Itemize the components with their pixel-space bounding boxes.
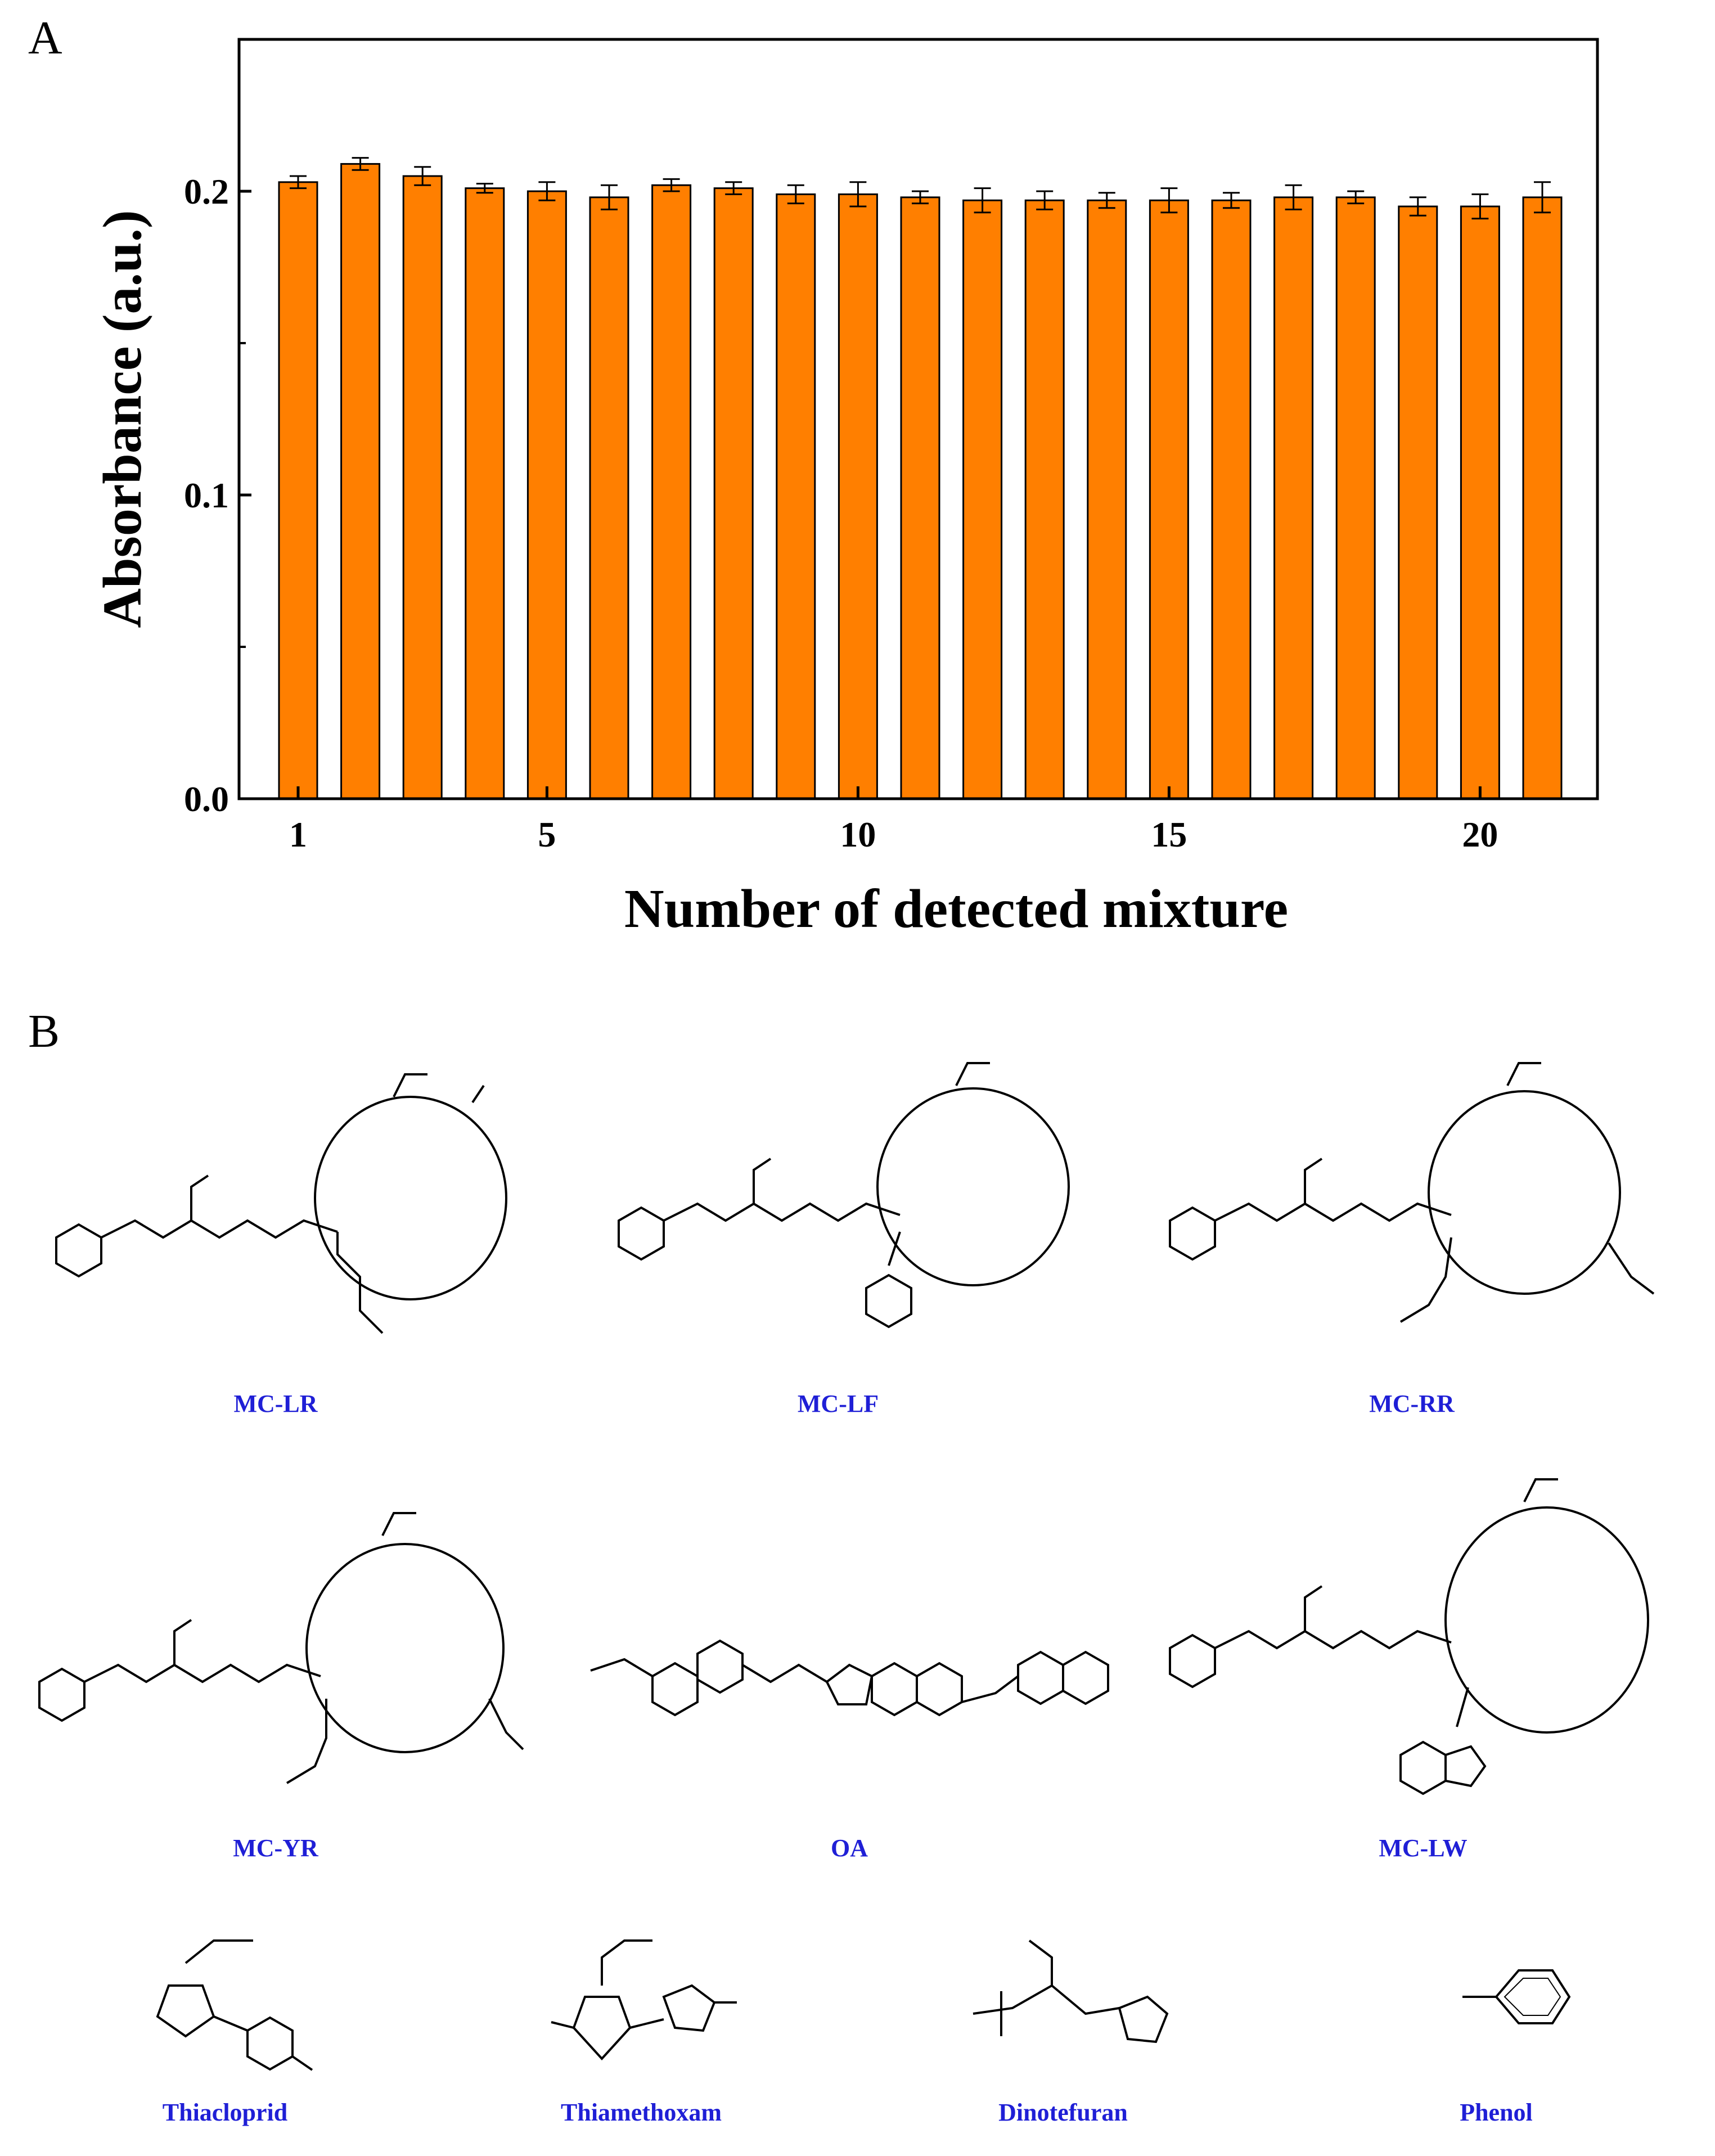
compound-name: Thiamethoxam: [561, 2099, 722, 2126]
bar: [1335, 196, 1376, 800]
bar: [1024, 199, 1065, 800]
y-axis: 0.0 0.1 0.2: [184, 172, 251, 819]
y-axis-label: Absorbance (a.u.): [92, 210, 153, 628]
compound-dinotefuran: Dinotefuran: [945, 1924, 1181, 2127]
bar: [1273, 196, 1314, 800]
compound-mc-yr: MC-YR: [11, 1496, 540, 1862]
compound-name: Phenol: [1460, 2099, 1533, 2126]
bar: [1460, 205, 1500, 800]
bar-chart: A 0.00.10.2 1 5 10 15 20 Absorbance (a.u.) N…: [28, 12, 1599, 939]
bar: [402, 175, 443, 800]
bar: [900, 196, 940, 800]
compound-mc-rr: MC-RR: [1136, 1052, 1687, 1418]
y-tick-label: 0.1: [184, 475, 229, 515]
mc-lw-structure: [1169, 1478, 1649, 1795]
x-tick-label: 5: [538, 814, 556, 854]
bar: [776, 193, 816, 800]
bar: [465, 187, 505, 800]
panel-b-label: B: [28, 1005, 60, 1057]
y-tick-label: 0.2: [184, 172, 229, 211]
thiacloprid-structure: [156, 1939, 313, 2071]
bar: [1149, 199, 1189, 800]
compound-name: MC-LF: [797, 1390, 879, 1417]
plot-frame: [237, 38, 1599, 800]
compound-name: MC-LW: [1379, 1834, 1468, 1862]
bar: [278, 181, 318, 800]
compound-name: Dinotefuran: [998, 2099, 1128, 2126]
compound-mc-lf: MC-LF: [574, 1052, 1102, 1418]
bar: [589, 196, 629, 800]
panel-a-label: A: [28, 12, 62, 64]
bars-group: [278, 157, 1563, 800]
compound-name: Thiacloprid: [162, 2099, 288, 2126]
bar: [1522, 196, 1563, 800]
mc-yr-structure: [38, 1512, 524, 1784]
bar: [1398, 205, 1438, 800]
compound-mc-lr: MC-LR: [11, 1052, 540, 1418]
y-tick-label: 0.0: [184, 779, 229, 819]
bar: [340, 163, 381, 800]
compound-name: MC-RR: [1369, 1390, 1455, 1417]
mc-rr-structure: [1169, 1062, 1655, 1323]
compound-name: OA: [831, 1834, 868, 1862]
bar: [651, 184, 692, 800]
x-tick-label: 15: [1151, 814, 1187, 854]
compound-name: MC-YR: [233, 1834, 318, 1862]
thiamethoxam-structure: [551, 1939, 737, 2060]
bar: [1211, 199, 1252, 800]
mc-lf-structure: [618, 1062, 1070, 1329]
compound-oa: OA: [562, 1496, 1136, 1862]
x-axis: 1 5 10 15 20: [289, 786, 1498, 854]
x-tick-label: 10: [840, 814, 876, 854]
x-axis-label: Number of detected mixture: [624, 879, 1288, 939]
oa-structure: [590, 1639, 1109, 1717]
x-tick-label: 1: [289, 814, 307, 854]
bar: [1087, 199, 1127, 800]
compound-thiacloprid: Thiacloprid: [112, 1924, 337, 2127]
dinotefuran-structure: [973, 1939, 1169, 2044]
mc-lr-structure: [55, 1073, 507, 1334]
compound-phenol: Phenol: [1384, 1924, 1609, 2127]
bar: [526, 190, 567, 800]
panel-b: B MC-LR: [0, 1001, 1715, 2156]
phenol-structure: [1462, 1969, 1571, 2024]
bar: [838, 193, 878, 800]
bar: [713, 187, 754, 800]
x-tick-label: 20: [1462, 814, 1498, 854]
bar: [962, 199, 1003, 800]
compound-name: MC-LR: [233, 1390, 318, 1417]
compound-mc-lw: MC-LW: [1147, 1462, 1699, 1862]
compound-thiamethoxam: Thiamethoxam: [523, 1924, 759, 2127]
